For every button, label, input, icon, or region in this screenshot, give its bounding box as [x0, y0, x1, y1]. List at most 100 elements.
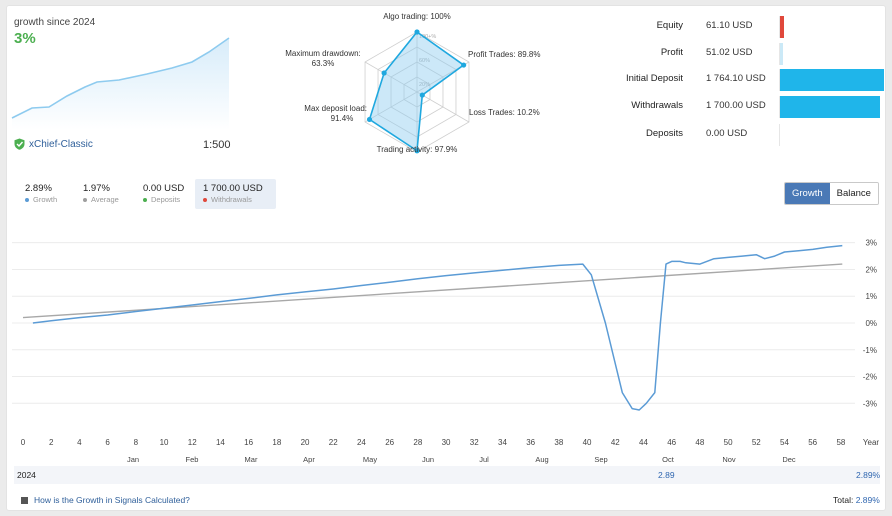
growth-since-label: growth since 2024: [14, 17, 96, 28]
x-tick-label: 22: [329, 438, 338, 447]
stat-value: 61.10 USD: [706, 20, 753, 31]
summary-value: 1.97%: [83, 183, 110, 194]
legend-dot-icon: [25, 197, 29, 202]
y-tick-label: 3%: [865, 239, 877, 248]
radar-point: [419, 92, 425, 98]
stat-bar: [780, 43, 783, 65]
x-tick-label: 58: [836, 438, 845, 447]
x-tick-label: 34: [498, 438, 507, 447]
stat-bar-axis: [779, 69, 780, 91]
stat-label: Equity: [656, 20, 683, 31]
month-label: Mar: [245, 455, 258, 464]
leverage-value: 1:500: [203, 139, 231, 151]
legend-dot-icon: [83, 197, 87, 202]
summary-tab-growth[interactable]: 2.89% Growth: [17, 179, 65, 209]
x-tick-label: 32: [470, 438, 479, 447]
month-label: Dec: [782, 455, 796, 464]
radar-label-loss-trades: Loss Trades: 10.2%: [469, 108, 540, 117]
x-tick-label: 56: [808, 438, 817, 447]
mini-growth-area: [12, 38, 229, 130]
summary-label-text: Growth: [33, 195, 58, 204]
max-deposit-load-line2: 91.4%: [330, 114, 354, 123]
total-label: Total:: [833, 495, 854, 505]
x-tick-label: 48: [695, 438, 704, 447]
radar-ring-label: 60%: [419, 58, 430, 64]
series-line-growth: [32, 244, 843, 411]
signal-panel: growth since 2024 3% xChief-Classic 1:50…: [6, 5, 886, 511]
summary-label-text: Deposits: [151, 195, 181, 204]
max-drawdown-line2: 63.3%: [311, 59, 335, 68]
month-label: Oct: [662, 455, 675, 464]
x-tick-label: 40: [583, 438, 592, 447]
month-label: Aug: [535, 455, 548, 464]
radar-point: [366, 116, 373, 123]
summary-value: 2.89%: [25, 183, 52, 194]
x-tick-label: 16: [244, 438, 253, 447]
year-month-value[interactable]: 2.89: [658, 470, 675, 480]
stat-bar-axis: [779, 43, 780, 65]
radar-point: [461, 62, 467, 68]
x-tick-label: 20: [301, 438, 310, 447]
summary-tab-deposits[interactable]: 0.00 USD Deposits: [135, 179, 192, 209]
radar-axis: [364, 91, 418, 123]
radar-point: [414, 148, 420, 154]
x-tick-label: 46: [667, 438, 676, 447]
summary-label-text: Withdrawals: [211, 195, 252, 204]
y-tick-label: 2%: [865, 265, 877, 274]
summary-label-text: Average: [91, 195, 119, 204]
summary-value: 0.00 USD: [143, 183, 185, 194]
x-tick-label: 54: [780, 438, 789, 447]
x-tick-label: 30: [442, 438, 451, 447]
radar-axis: [416, 91, 470, 123]
y-tick-label: 0%: [865, 319, 877, 328]
stat-bar-axis: [779, 124, 780, 146]
balance-toggle-button[interactable]: Balance: [829, 183, 878, 204]
year-label: 2024: [17, 470, 36, 480]
x-tick-label: 0: [21, 438, 26, 447]
max-deposit-load-line1: Max deposit load:: [304, 104, 367, 113]
growth-value: 3%: [14, 30, 36, 47]
summary-label: Growth: [25, 195, 57, 204]
y-tick-label: 1%: [865, 292, 877, 301]
x-tick-label: 18: [272, 438, 281, 447]
growth-toggle-button[interactable]: Growth: [785, 183, 830, 204]
x-tick-label: 2: [49, 438, 54, 447]
summary-label: Withdrawals: [203, 195, 268, 204]
max-drawdown-line1: Maximum drawdown:: [285, 49, 361, 58]
radar-ring-label: 100+%: [419, 34, 436, 40]
summary-tab-average[interactable]: 1.97% Average: [75, 179, 127, 209]
summary-tab-withdrawals[interactable]: 1 700.00 USD Withdrawals: [195, 179, 276, 209]
month-label: Feb: [186, 455, 199, 464]
x-tick-label: 4: [77, 438, 82, 447]
x-tick-label: 36: [526, 438, 535, 447]
x-tick-label: 42: [611, 438, 620, 447]
x-tick-label: 52: [752, 438, 761, 447]
radar-label-max-deposit-load: Max deposit load: 91.4%: [287, 104, 367, 124]
y-tick-label: -2%: [863, 373, 877, 382]
growth-help-link[interactable]: How is the Growth in Signals Calculated?: [34, 495, 190, 505]
radar-point: [381, 70, 387, 76]
year-row: [14, 466, 880, 484]
stat-label: Withdrawals: [631, 100, 683, 111]
radar-chart: 100+% 60% 20%: [364, 29, 470, 154]
stat-bar: [780, 96, 880, 118]
help-row: How is the Growth in Signals Calculated?: [21, 495, 190, 505]
month-label: Jan: [127, 455, 139, 464]
stat-bar: [780, 16, 784, 38]
account-name-link[interactable]: xChief-Classic: [29, 138, 93, 150]
account-row: xChief-Classic: [14, 138, 93, 150]
x-tick-label: 8: [134, 438, 139, 447]
x-tick-label: 14: [216, 438, 225, 447]
month-label: Nov: [722, 455, 736, 464]
stat-bar-axis: [779, 96, 780, 118]
series-line-average: [22, 263, 843, 319]
stat-bar-axis: [779, 16, 780, 38]
radar-point: [414, 29, 420, 35]
stat-value: 1 700.00 USD: [706, 100, 766, 111]
month-label: Jul: [479, 455, 489, 464]
month-label: Apr: [303, 455, 315, 464]
radar-label-trading-activity: Trading activity: 97.9%: [376, 145, 458, 154]
stat-label: Profit: [660, 47, 683, 58]
mini-growth-chart: [11, 37, 230, 130]
help-icon: [21, 496, 28, 504]
